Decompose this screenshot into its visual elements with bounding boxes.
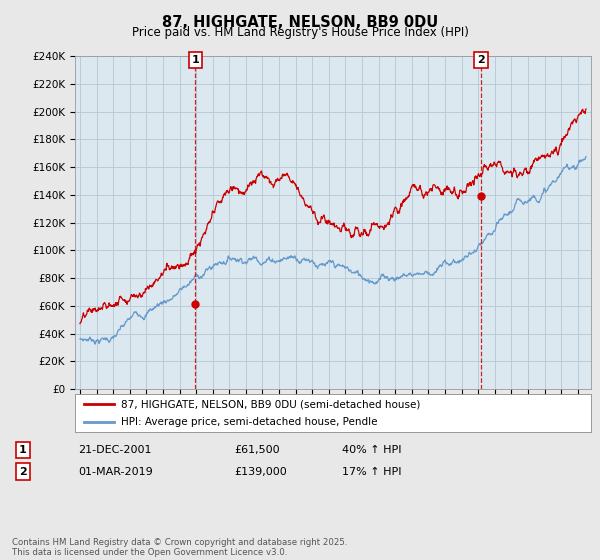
Text: HPI: Average price, semi-detached house, Pendle: HPI: Average price, semi-detached house,…: [121, 417, 378, 427]
Text: 17% ↑ HPI: 17% ↑ HPI: [342, 466, 401, 477]
Text: 87, HIGHGATE, NELSON, BB9 0DU: 87, HIGHGATE, NELSON, BB9 0DU: [162, 15, 438, 30]
Text: £139,000: £139,000: [234, 466, 287, 477]
Text: 2: 2: [19, 466, 26, 477]
Text: 1: 1: [191, 55, 199, 65]
Text: 01-MAR-2019: 01-MAR-2019: [78, 466, 153, 477]
Text: 2: 2: [477, 55, 485, 65]
Text: 40% ↑ HPI: 40% ↑ HPI: [342, 445, 401, 455]
Text: 1: 1: [19, 445, 26, 455]
Text: £61,500: £61,500: [234, 445, 280, 455]
Text: Price paid vs. HM Land Registry's House Price Index (HPI): Price paid vs. HM Land Registry's House …: [131, 26, 469, 39]
Text: 87, HIGHGATE, NELSON, BB9 0DU (semi-detached house): 87, HIGHGATE, NELSON, BB9 0DU (semi-deta…: [121, 399, 421, 409]
Text: Contains HM Land Registry data © Crown copyright and database right 2025.
This d: Contains HM Land Registry data © Crown c…: [12, 538, 347, 557]
Text: 21-DEC-2001: 21-DEC-2001: [78, 445, 151, 455]
